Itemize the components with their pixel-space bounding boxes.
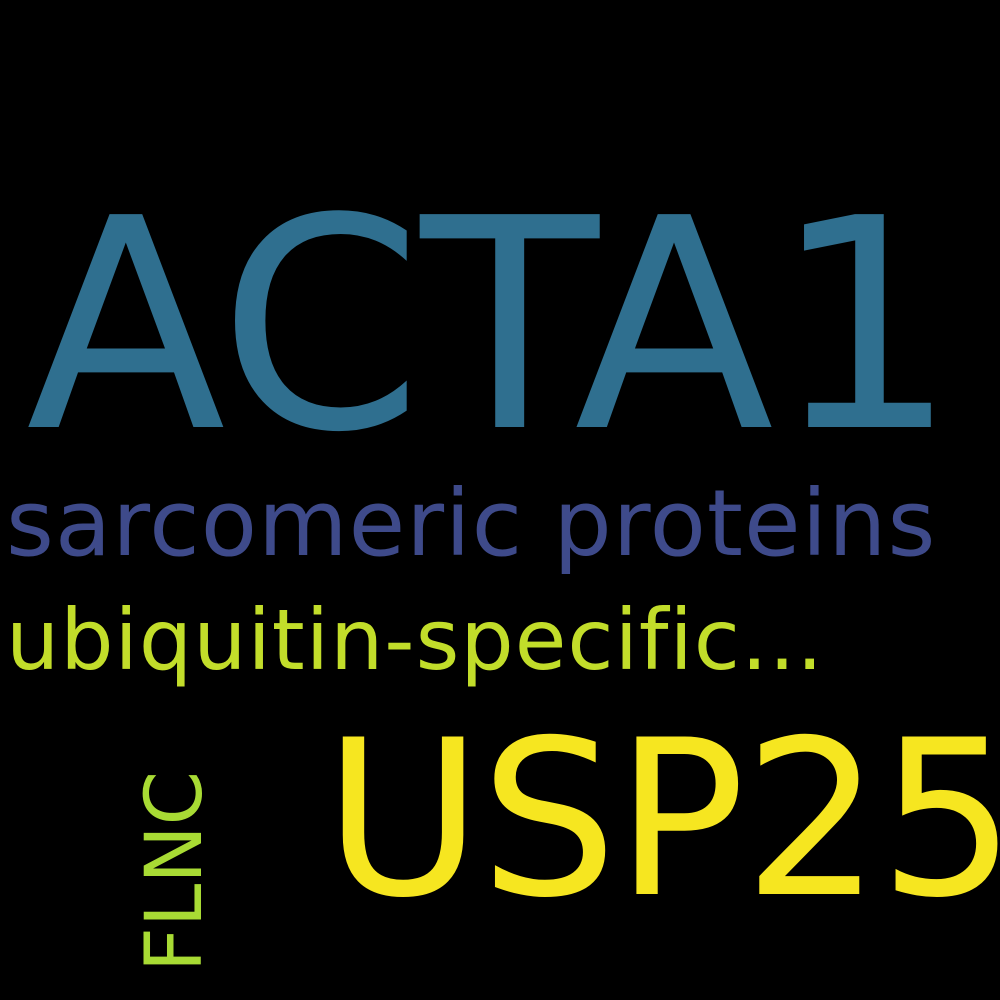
word-flnc: FLNC xyxy=(130,770,220,972)
word-usp25: USP25 xyxy=(324,694,1000,945)
word-sarcomeric-proteins: sarcomeric proteins xyxy=(6,470,937,577)
word-ubiquitin-specific: ubiquitin-specific... xyxy=(6,591,825,689)
word-acta1: ACTA1 xyxy=(26,156,958,496)
